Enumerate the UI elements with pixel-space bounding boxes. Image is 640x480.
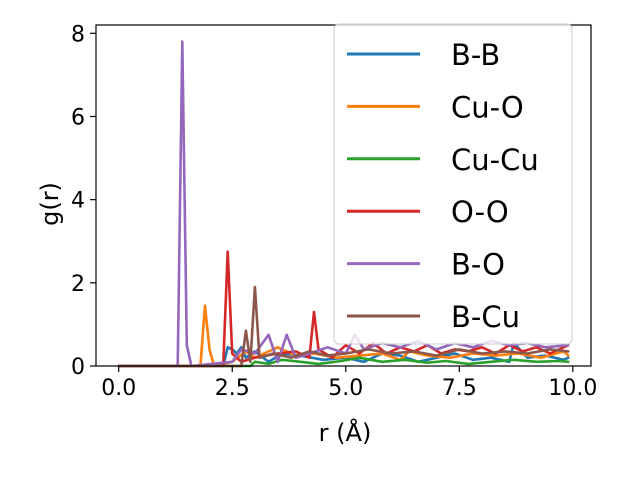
x-tick-label: 2.5 — [215, 376, 250, 401]
x-tick-label: 0.0 — [101, 376, 136, 401]
y-tick-label: 4 — [71, 189, 85, 214]
legend-label: Cu-Cu — [451, 143, 539, 177]
y-axis-label: g(r) — [36, 182, 64, 226]
x-tick-label: 7.5 — [442, 376, 477, 401]
legend-label: B-O — [451, 248, 505, 282]
legend-label: O-O — [451, 195, 509, 229]
legend-label: B-B — [451, 38, 500, 72]
y-tick-label: 6 — [71, 105, 85, 130]
x-tick-label: 10.0 — [548, 376, 597, 401]
legend-label: B-Cu — [451, 300, 520, 334]
legend-label: Cu-O — [451, 90, 524, 124]
x-axis-label: r (Å) — [319, 418, 372, 447]
y-tick-label: 8 — [71, 22, 85, 47]
series-line-cu-cu — [117, 356, 570, 368]
y-tick-label: 0 — [71, 355, 85, 380]
y-tick-label: 2 — [71, 272, 85, 297]
x-tick-label: 5.0 — [328, 376, 363, 401]
axes-layer: 0.0 2.5 5.0 7.5 10.0 0 2 4 6 8 — [71, 22, 597, 401]
legend: B-B Cu-O Cu-Cu O-O B-O B-Cu — [333, 23, 573, 345]
series-line-b-cu — [117, 285, 570, 368]
legend-frame — [333, 23, 573, 345]
